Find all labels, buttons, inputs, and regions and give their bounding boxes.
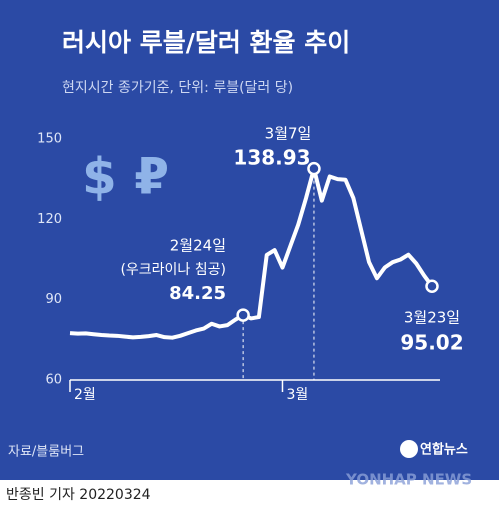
y-tick-label: 150 [37,132,62,147]
y-tick-label: 120 [37,212,62,227]
currency-icons: $ ₽ [82,148,169,206]
source: 자료/블룸버그 [8,445,84,460]
logo: 연합뉴스 [420,442,468,458]
x-tick-label: 2월 [74,387,96,403]
x-tick-label: 3월 [286,387,308,403]
byline: 반종빈 기자 20220324 [6,487,151,503]
y-tick-label: 60 [45,373,62,388]
value-label: 138.93 [233,146,310,170]
point-marker [236,308,250,322]
annotation: (우크라이나 침공) [120,262,226,278]
chart-title: 러시아 루블/달러 환율 추이 [62,28,350,57]
point-marker [307,161,321,176]
annotation: 3월23일 [404,309,460,327]
chart-subtitle: 현지시간 종가기준, 단위: 루블(달러 당) [62,80,293,96]
y-tick-label: 90 [45,292,62,307]
logo-icon [400,440,418,458]
value-label: 95.02 [400,331,463,355]
watermark: YONHAP NEWS [345,471,472,489]
annotation: 3월7일 [265,125,312,143]
background [0,0,499,480]
value-label: 84.25 [169,283,226,304]
point-marker [425,279,439,293]
line [69,166,434,340]
annotation: 2월24일 [170,237,226,255]
